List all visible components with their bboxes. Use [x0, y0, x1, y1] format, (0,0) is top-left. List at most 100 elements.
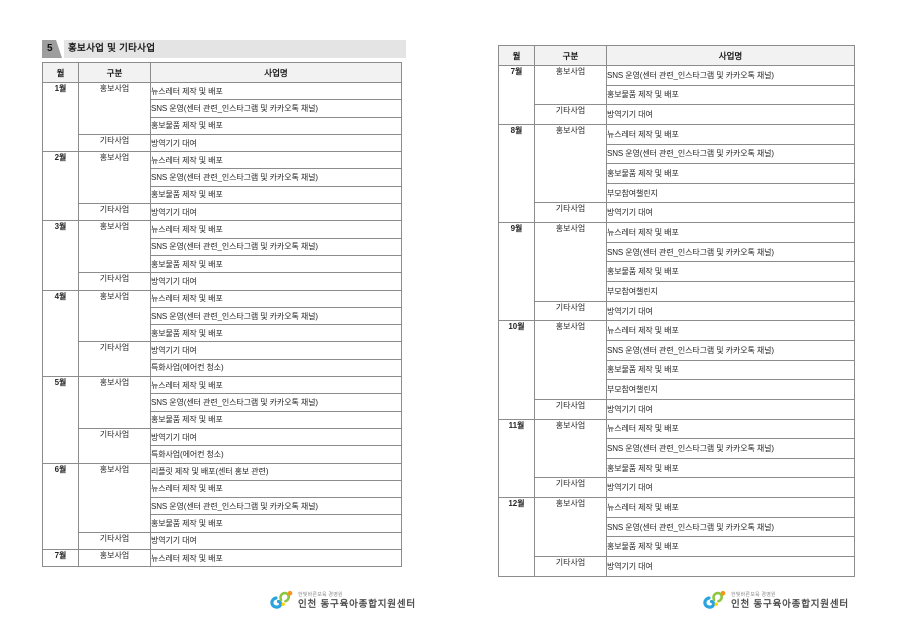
project-cell: 리플릿 제작 및 배포(센터 홍보 관련)	[150, 462, 402, 481]
project-cell: SNS 운영(센터 관련_인스타그램 및 카카오톡 채널)	[606, 516, 855, 538]
category-cell: 홍보사업	[78, 151, 151, 205]
project-cell: SNS 운영(센터 관련_인스타그램 및 카카오톡 채널)	[606, 65, 855, 86]
project-cell: 홍보물품 제작 및 배포	[150, 185, 402, 205]
project-cell: SNS 운영(센터 관련_인스타그램 및 카카오톡 채널)	[606, 339, 855, 361]
table-row: 기타사업 방역기기 대여	[43, 531, 402, 551]
section-title-strip	[64, 40, 406, 58]
table-row: 기타사업 방역기기 대여	[43, 203, 402, 222]
month-cell: 9월	[498, 222, 535, 322]
footer-text: 한빛바른보육 경영원 인천 동구육아종합지원센터	[298, 592, 416, 610]
project-cell: 방역기기 대여	[150, 272, 402, 291]
month-cell: 8월	[498, 123, 535, 224]
center-logo-icon	[270, 590, 293, 609]
project-cell: 홍보물품 제작 및 배포	[606, 457, 855, 479]
table-row: 기타사업 방역기기 대여	[499, 398, 855, 420]
project-cell: 홍보물품 제작 및 배포	[606, 359, 855, 381]
project-cell: 뉴스레터 제작 및 배포	[150, 220, 402, 239]
table-row: 2월 홍보사업 뉴스레터 제작 및 배포	[42, 151, 402, 222]
table-row: 기타사업 방역기기 대여	[43, 133, 402, 153]
table-row: 기타사업 방역기기 대여	[499, 202, 855, 224]
footer-tagline: 한빛바른보육 경영원	[731, 592, 776, 598]
project-cell: SNS 운영(센터 관련_인스타그램 및 카카오톡 채널)	[150, 99, 402, 118]
category-cell: 홍보사업	[534, 123, 607, 204]
project-cell: 방역기기 대여	[606, 398, 855, 420]
project-cell: 뉴스레터 제작 및 배포	[606, 418, 855, 440]
footer-tagline: 한빛바른보육 경영원	[298, 592, 343, 598]
category-cell: 기타사업	[534, 202, 607, 224]
project-cell: 홍보물품 제작 및 배포	[606, 163, 855, 184]
project-cell: 부모참여챌린지	[606, 182, 855, 204]
table-row: 기타사업 방역기기 대여	[499, 104, 855, 125]
table-row: 기타사업 방역기기 대여	[499, 300, 855, 322]
project-cell: 부모참여챌린지	[606, 379, 855, 400]
category-cell: 홍보사업	[78, 549, 151, 568]
category-cell: 기타사업	[78, 203, 151, 222]
project-cell: SNS 운영(센터 관련_인스타그램 및 카카오톡 채널)	[606, 241, 855, 263]
category-cell: 홍보사업	[78, 376, 151, 429]
project-cell: 방역기기 대여	[606, 104, 855, 125]
category-cell: 기타사업	[78, 341, 151, 378]
category-cell: 홍보사업	[78, 289, 151, 343]
project-cell: 뉴스레터 제작 및 배포	[150, 479, 402, 499]
schedule-table-left: 월 구분 사업명 1월 홍보사업 뉴스레터 제작 및 배포 SNS 운영(센터 관련_…	[42, 62, 402, 568]
project-column-header: 사업명	[150, 62, 402, 83]
table-row: 4월 홍보사업 뉴스레터 제작 및 배포	[42, 289, 402, 378]
center-logo-icon	[703, 590, 726, 609]
project-cell: 방역기기 대여	[150, 427, 402, 447]
month-cell: 11월	[498, 418, 535, 499]
table-row: 기타사업 방역기기 대여	[43, 341, 402, 378]
project-cell: 뉴스레터 제작 및 배포	[150, 81, 402, 101]
month-cell: 6월	[42, 462, 79, 551]
project-cell: 홍보물품 제작 및 배포	[606, 536, 855, 558]
project-cell: 특화사업(에어컨 청소)	[150, 358, 402, 378]
project-cell: 홍보물품 제작 및 배포	[150, 514, 402, 533]
project-cell: 홍보물품 제작 및 배포	[150, 324, 402, 343]
project-cell: 홍보물품 제작 및 배포	[150, 116, 402, 135]
project-cell: 뉴스레터 제작 및 배포	[606, 123, 855, 145]
category-column-header: 구분	[534, 45, 607, 66]
footer-org-name: 인천 동구육아종합지원센터	[731, 599, 849, 610]
category-cell: 홍보사업	[78, 82, 151, 135]
footer-text: 한빛바른보육 경영원 인천 동구육아종합지원센터	[731, 592, 849, 610]
project-cell: SNS 운영(센터 관련_인스타그램 및 카카오톡 채널)	[150, 168, 402, 187]
project-cell: SNS 운영(센터 관련_인스타그램 및 카카오톡 채널)	[150, 393, 402, 412]
month-cell: 2월	[42, 151, 79, 222]
table-row: 11월 홍보사업 뉴스레터 제작 및 배포	[498, 418, 855, 499]
project-cell: 뉴스레터 제작 및 배포	[150, 289, 402, 308]
category-cell: 홍보사업	[534, 320, 607, 400]
project-cell: 뉴스레터 제작 및 배포	[606, 320, 855, 341]
table-row: 10월 홍보사업 뉴스레터 제작 및 배포	[498, 320, 855, 420]
project-cell: SNS 운영(센터 관련_인스타그램 및 카카오톡 채널)	[150, 306, 402, 326]
category-cell: 홍보사업	[534, 222, 607, 302]
project-cell: SNS 운영(센터 관련_인스타그램 및 카카오톡 채널)	[606, 143, 855, 165]
table-row: 5월 홍보사업 뉴스레터 제작 및 배포	[42, 376, 402, 464]
project-cell: 뉴스레터 제작 및 배포	[150, 376, 402, 395]
project-cell: 뉴스레터 제작 및 배포	[150, 549, 402, 568]
project-cell: SNS 운영(센터 관련_인스타그램 및 카카오톡 채널)	[606, 438, 855, 459]
footer-left: 한빛바른보육 경영원 인천 동구육아종합지원센터	[268, 588, 416, 614]
category-cell: 홍보사업	[534, 418, 607, 479]
table-row: 기타사업 방역기기 대여	[43, 272, 402, 291]
category-cell: 기타사업	[534, 300, 607, 322]
table-row: 7월 홍보사업 SNS 운영(센터 관련_인스타그램 및 카카오톡 채널)	[498, 64, 855, 125]
category-cell: 홍보사업	[78, 462, 151, 533]
project-cell: 뉴스레터 제작 및 배포	[150, 151, 402, 170]
project-cell: 홍보물품 제작 및 배포	[150, 410, 402, 429]
month-cell: 7월	[42, 549, 79, 568]
month-cell: 1월	[42, 81, 79, 153]
project-column-header: 사업명	[606, 45, 855, 66]
project-cell: 방역기기 대여	[150, 203, 402, 222]
project-cell: 방역기기 대여	[150, 341, 402, 360]
section-number-badge: 5	[42, 40, 62, 58]
project-cell: 방역기기 대여	[150, 133, 402, 153]
month-cell: 5월	[42, 376, 79, 464]
category-cell: 기타사업	[534, 398, 607, 420]
project-cell: 방역기기 대여	[606, 300, 855, 322]
project-cell: 홍보물품 제작 및 배포	[606, 84, 855, 106]
month-column-header: 월	[42, 62, 79, 83]
table-row: 기타사업 방역기기 대여	[499, 556, 855, 577]
table-header-row: 월 구분 사업명	[42, 62, 402, 83]
project-cell: 부모참여챌린지	[606, 281, 855, 302]
table-row: 6월 홍보사업 리플릿 제작 및 배포(센터 홍보 관련)	[42, 462, 402, 551]
